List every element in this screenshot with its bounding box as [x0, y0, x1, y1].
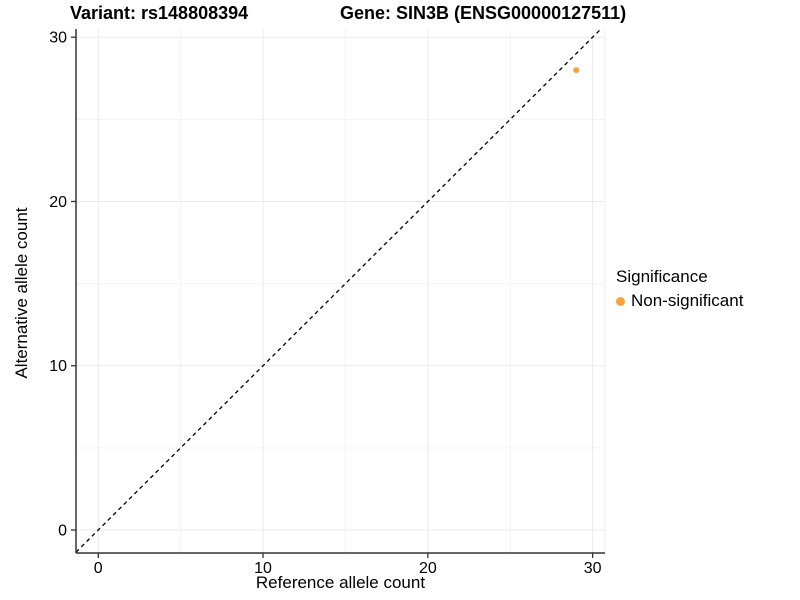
y-axis-label: Alternative allele count [12, 207, 31, 379]
legend-item: Non-significant [616, 291, 743, 311]
legend-point-icon [616, 296, 625, 306]
legend: Significance Non-significant [616, 267, 743, 311]
x-tick-label: 20 [419, 560, 437, 577]
x-tick-label: 10 [254, 560, 272, 577]
data-point [573, 67, 580, 74]
plot-title-gene: Gene: SIN3B (ENSG00000127511) [340, 3, 627, 23]
plot-title-variant: Variant: rs148808394 [70, 3, 249, 23]
identity-reference-line [75, 28, 602, 553]
y-tick-label: 0 [58, 523, 67, 540]
x-tick-label: 30 [584, 560, 602, 577]
x-tick-label: 0 [94, 560, 103, 577]
y-tick-label: 20 [49, 194, 67, 211]
legend-item-label: Non-significant [631, 291, 744, 310]
y-tick-label: 30 [49, 30, 67, 47]
legend-title: Significance [616, 267, 708, 286]
y-tick-label: 10 [49, 358, 67, 375]
x-axis-label: Reference allele count [255, 573, 426, 592]
